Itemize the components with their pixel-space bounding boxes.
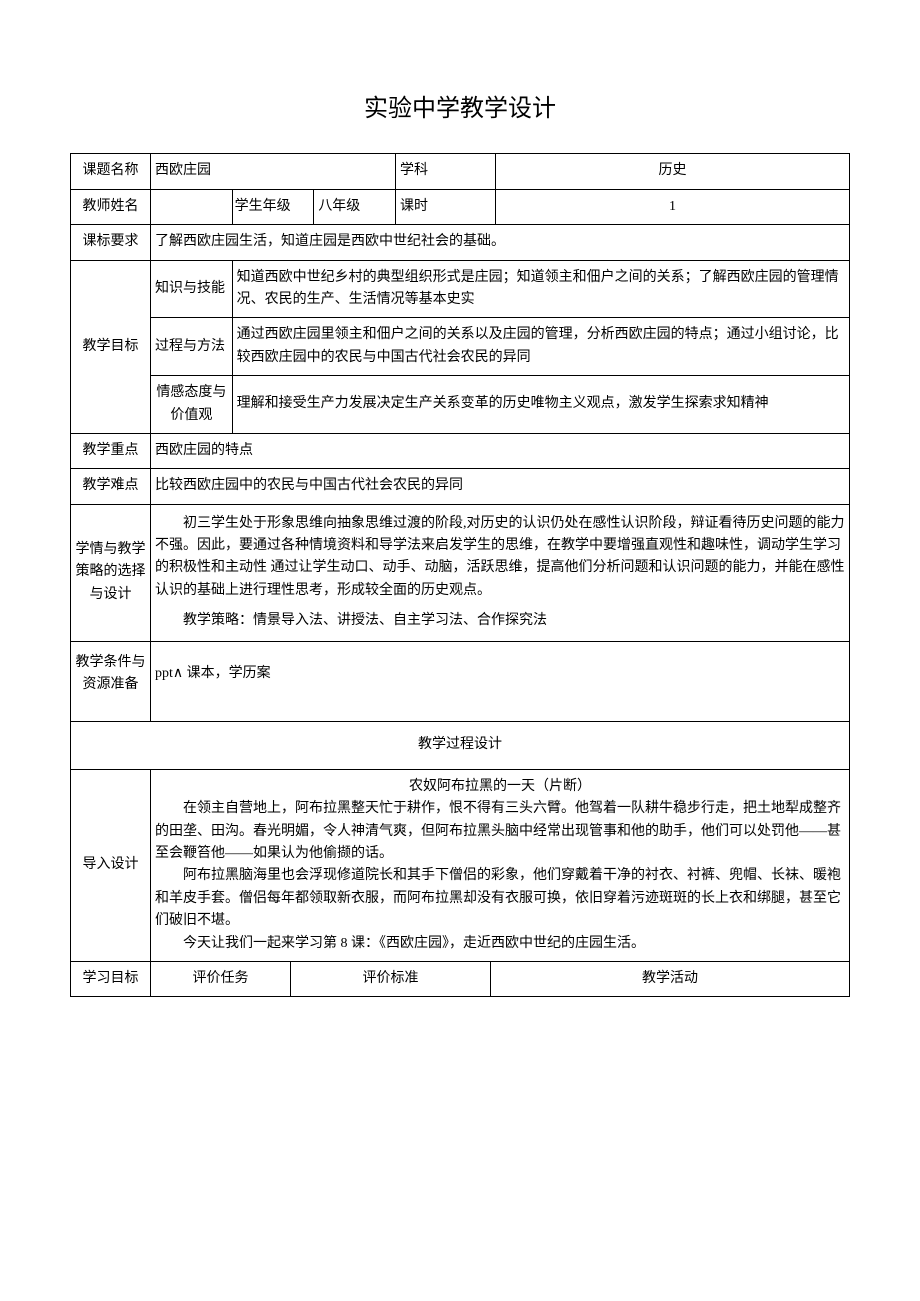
sublabel-process: 过程与方法 bbox=[151, 318, 233, 376]
row-intro-design: 导入设计 农奴阿布拉黑的一天（片断） 在领主自营地上，阿布拉黑整天忙于耕作，恨不… bbox=[71, 769, 850, 961]
value-strategy: 初三学生处于形象思维向抽象思维过渡的阶段,对历史的认识仍处在感性认识阶段，辩证看… bbox=[151, 504, 850, 641]
value-resources: ppt∧ 课本，学历案 bbox=[151, 641, 850, 722]
value-standard: 了解西欧庄园生活，知道庄园是西欧中世纪社会的基础。 bbox=[151, 225, 850, 260]
label-subject: 学科 bbox=[396, 154, 496, 189]
value-period: 1 bbox=[496, 189, 850, 224]
label-topic-name: 课题名称 bbox=[71, 154, 151, 189]
row-objectives-process: 过程与方法 通过西欧庄园里领主和佃户之间的关系以及庄园的管理，分析西欧庄园的特点… bbox=[71, 318, 850, 376]
subcontent-attitude: 理解和接受生产力发展决定生产关系变革的历史唯物主义观点，激发学生探索求知精神 bbox=[232, 376, 849, 434]
intro-title-line: 农奴阿布拉黑的一天（片断） bbox=[155, 776, 845, 798]
col-eval-standard: 评价标准 bbox=[291, 962, 491, 997]
row-teacher: 教师姓名 学生年级 八年级 课时 1 bbox=[71, 189, 850, 224]
label-objectives: 教学目标 bbox=[71, 260, 151, 433]
intro-p2: 阿布拉黑脑海里也会浮现修道院长和其手下僧侣的彩象，他们穿戴着干净的衬衣、衬裤、兜… bbox=[155, 865, 845, 932]
row-objectives-attitude: 情感态度与价值观 理解和接受生产力发展决定生产关系变革的历史唯物主义观点，激发学… bbox=[71, 376, 850, 434]
value-topic: 西欧庄园 bbox=[151, 154, 396, 189]
strategy-para2: 教学策略：情景导入法、讲授法、自主学习法、合作探究法 bbox=[155, 610, 845, 632]
col-teaching-activity: 教学活动 bbox=[491, 962, 850, 997]
label-difficulty: 教学难点 bbox=[71, 469, 151, 504]
intro-p3: 今天让我们一起来学习第 8 课：《西欧庄园》，走近西欧中世纪的庄园生活。 bbox=[155, 933, 845, 955]
lesson-plan-table: 课题名称 西欧庄园 学科 历史 教师姓名 学生年级 八年级 课时 1 课标要求 … bbox=[70, 153, 850, 962]
intro-p1: 在领主自营地上，阿布拉黑整天忙于耕作，恨不得有三头六臂。他驾着一队耕牛稳步行走，… bbox=[155, 798, 845, 865]
row-difficulty: 教学难点 比较西欧庄园中的农民与中国古代社会农民的异同 bbox=[71, 469, 850, 504]
label-resources: 教学条件与资源准备 bbox=[71, 641, 151, 722]
row-resources: 教学条件与资源准备 ppt∧ 课本，学历案 bbox=[71, 641, 850, 722]
row-process-columns: 学习目标 评价任务 评价标准 教学活动 bbox=[71, 962, 850, 997]
sublabel-attitude: 情感态度与价值观 bbox=[151, 376, 233, 434]
value-keypoint: 西欧庄园的特点 bbox=[151, 433, 850, 468]
row-topic: 课题名称 西欧庄园 学科 历史 bbox=[71, 154, 850, 189]
row-keypoint: 教学重点 西欧庄园的特点 bbox=[71, 433, 850, 468]
label-teacher: 教师姓名 bbox=[71, 189, 151, 224]
label-keypoint: 教学重点 bbox=[71, 433, 151, 468]
label-intro-design: 导入设计 bbox=[71, 769, 151, 961]
strategy-para1: 初三学生处于形象思维向抽象思维过渡的阶段,对历史的认识仍处在感性认识阶段，辩证看… bbox=[155, 513, 845, 603]
page-title: 实验中学教学设计 bbox=[70, 90, 850, 128]
value-subject: 历史 bbox=[496, 154, 850, 189]
value-difficulty: 比较西欧庄园中的农民与中国古代社会农民的异同 bbox=[151, 469, 850, 504]
row-strategy: 学情与教学策略的选择与设计 初三学生处于形象思维向抽象思维过渡的阶段,对历史的认… bbox=[71, 504, 850, 641]
value-teacher bbox=[151, 189, 233, 224]
row-standard: 课标要求 了解西欧庄园生活，知道庄园是西欧中世纪社会的基础。 bbox=[71, 225, 850, 260]
process-header: 教学过程设计 bbox=[71, 722, 850, 769]
label-standard: 课标要求 bbox=[71, 225, 151, 260]
label-grade: 学生年级 bbox=[232, 189, 314, 224]
row-process-header: 教学过程设计 bbox=[71, 722, 850, 769]
value-intro-design: 农奴阿布拉黑的一天（片断） 在领主自营地上，阿布拉黑整天忙于耕作，恨不得有三头六… bbox=[151, 769, 850, 961]
subcontent-process: 通过西欧庄园里领主和佃户之间的关系以及庄园的管理，分析西欧庄园的特点；通过小组讨… bbox=[232, 318, 849, 376]
col-eval-task: 评价任务 bbox=[151, 962, 291, 997]
process-columns-table: 学习目标 评价任务 评价标准 教学活动 bbox=[70, 962, 850, 997]
row-objectives: 教学目标 知识与技能 知道西欧中世纪乡村的典型组织形式是庄园；知道领主和佃户之间… bbox=[71, 260, 850, 318]
subcontent-knowledge: 知道西欧中世纪乡村的典型组织形式是庄园；知道领主和佃户之间的关系；了解西欧庄园的… bbox=[232, 260, 849, 318]
value-grade: 八年级 bbox=[314, 189, 396, 224]
sublabel-knowledge: 知识与技能 bbox=[151, 260, 233, 318]
label-strategy: 学情与教学策略的选择与设计 bbox=[71, 504, 151, 641]
label-period: 课时 bbox=[396, 189, 496, 224]
col-learning-goal: 学习目标 bbox=[71, 962, 151, 997]
